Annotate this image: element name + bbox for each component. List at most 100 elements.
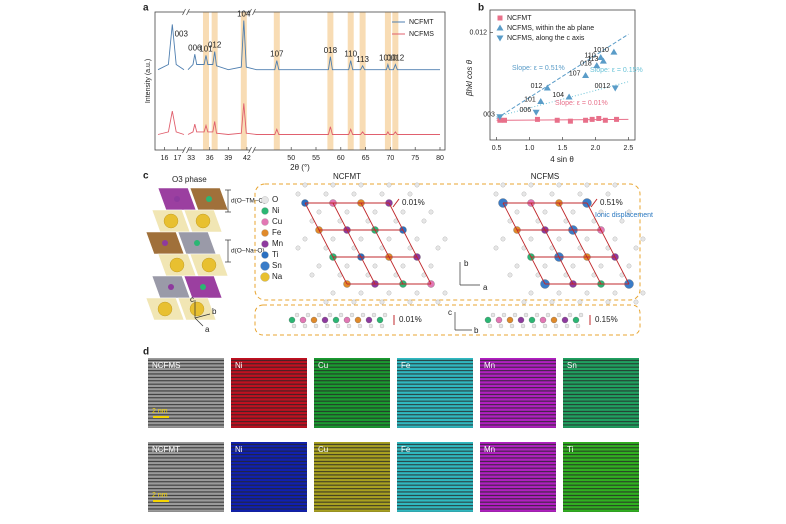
o-atom xyxy=(295,191,301,197)
element-swatch xyxy=(261,218,269,226)
element-label: Ti xyxy=(567,445,574,454)
o-atom xyxy=(626,209,632,215)
axis-break xyxy=(182,146,186,154)
peak-band xyxy=(347,12,354,150)
o-atom xyxy=(358,236,364,242)
data-point xyxy=(565,93,573,100)
o-atom xyxy=(512,312,518,318)
tm-atom xyxy=(299,316,307,324)
data-point xyxy=(611,85,619,92)
peak-label: 113 xyxy=(356,55,369,64)
data-point xyxy=(614,116,620,122)
o-atom xyxy=(528,182,534,188)
structure-title: NCFMS xyxy=(531,172,559,181)
lattice-line xyxy=(558,202,602,285)
peak-band xyxy=(240,12,247,150)
tm-atom xyxy=(288,316,296,324)
o-atom xyxy=(357,323,363,329)
fit-label: Slope: ε = 0.15% xyxy=(590,67,643,74)
axis-label: c xyxy=(190,295,194,304)
o-atom xyxy=(428,209,434,215)
o-atom xyxy=(309,272,315,278)
data-point xyxy=(567,118,573,124)
o-atom xyxy=(556,290,562,296)
eds-map: Mn xyxy=(480,358,556,428)
plot-frame xyxy=(154,11,446,151)
x-axis-title: 4 sin θ xyxy=(550,155,574,164)
peak-band xyxy=(327,12,334,150)
x-tick-label: 17 xyxy=(174,155,182,162)
o-atom xyxy=(584,182,590,188)
sample-label: NCFMT xyxy=(152,445,180,454)
axis-label: a xyxy=(205,325,210,334)
scale-bar-label: 2 nm xyxy=(152,492,168,499)
axis-arrow xyxy=(194,317,204,327)
o-atom xyxy=(584,236,590,242)
o-atom xyxy=(578,312,584,318)
o-atom xyxy=(360,312,366,318)
o-atom xyxy=(442,236,448,242)
eds-map: Ni xyxy=(231,358,307,428)
o-atom xyxy=(382,312,388,318)
data-point xyxy=(610,48,618,55)
o-atom xyxy=(386,290,392,296)
tm-atom xyxy=(162,240,168,246)
y-tick-label: 0.012 xyxy=(469,29,487,36)
o-atom xyxy=(435,299,441,305)
o-atom xyxy=(553,323,559,329)
data-point xyxy=(596,115,602,121)
o-atom xyxy=(575,323,581,329)
axis-label: b xyxy=(474,326,479,335)
x-tick-label: 16 xyxy=(161,155,169,162)
o-atom xyxy=(501,312,507,318)
strain-arrow xyxy=(590,198,598,208)
data-point xyxy=(602,117,608,123)
x-tick-label: 33 xyxy=(187,155,195,162)
o-atom xyxy=(584,290,590,296)
element-label: Ni xyxy=(235,361,243,370)
fit-line xyxy=(496,118,629,121)
o-atom xyxy=(633,299,639,305)
o-atom xyxy=(316,312,322,318)
tm-atom xyxy=(332,316,340,324)
element-swatch xyxy=(260,272,270,282)
x-tick-label: 1.5 xyxy=(558,145,568,152)
o-atom xyxy=(379,323,385,329)
x-tick-label: 39 xyxy=(224,155,232,162)
o-atom xyxy=(442,290,448,296)
o-atom xyxy=(351,191,357,197)
o-atom xyxy=(514,209,520,215)
point-label: 113 xyxy=(587,56,598,63)
x-tick-label: 2.0 xyxy=(591,145,601,152)
strain-label: 0.01% xyxy=(399,315,422,324)
peak-label: 1010 xyxy=(379,54,397,63)
x-tick-label: 2.5 xyxy=(624,145,634,152)
element-label: O xyxy=(272,195,278,204)
element-label: Cu xyxy=(318,445,329,454)
xrd-line xyxy=(157,103,440,135)
o-atom xyxy=(521,299,527,305)
o-atom xyxy=(570,263,576,269)
peak-band xyxy=(359,12,366,150)
o-atom xyxy=(324,323,330,329)
peak-label: 012 xyxy=(208,41,222,50)
o-atom xyxy=(313,323,319,329)
o-atom xyxy=(338,312,344,318)
o-atom xyxy=(294,312,300,318)
tm-atom xyxy=(354,316,362,324)
na-atom xyxy=(189,301,205,317)
data-point xyxy=(593,62,601,69)
x-tick-label: 60 xyxy=(337,155,345,162)
point-label: 107 xyxy=(569,70,581,77)
element-label: Sn xyxy=(567,361,577,370)
lattice-line xyxy=(388,202,432,285)
o-atom xyxy=(633,245,639,251)
lattice-line xyxy=(304,202,348,285)
peak-label: 101 xyxy=(199,45,213,54)
peak-label: 006 xyxy=(188,43,202,52)
o-atom xyxy=(302,323,308,329)
o-atom xyxy=(626,263,632,269)
o-atom xyxy=(605,299,611,305)
peak-band xyxy=(384,12,391,150)
x-tick-label: 65 xyxy=(362,155,370,162)
